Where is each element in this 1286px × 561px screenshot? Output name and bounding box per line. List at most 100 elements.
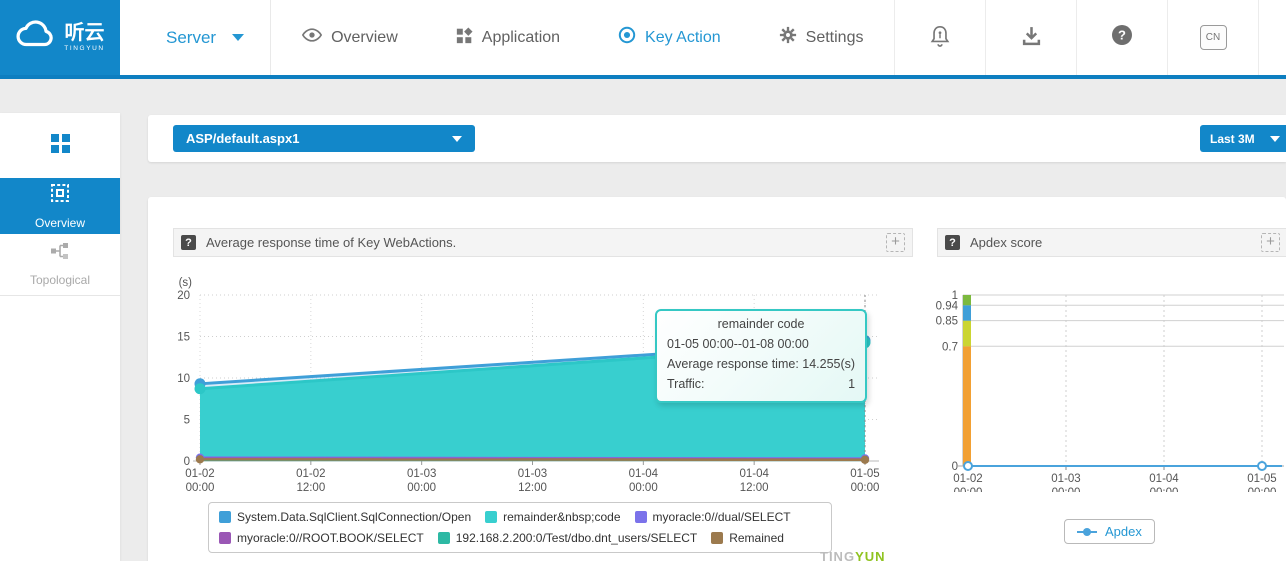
- nav-item-settings[interactable]: Settings: [750, 0, 893, 75]
- sidebar: Overview Topological: [0, 113, 120, 561]
- line-marker-icon: [1077, 527, 1097, 536]
- cloud-logo-icon: [15, 20, 57, 55]
- response-time-legend: System.Data.SqlClient.SqlConnection/Open…: [208, 502, 832, 553]
- eye-icon: [301, 28, 323, 47]
- legend-item[interactable]: System.Data.SqlClient.SqlConnection/Open: [219, 510, 471, 524]
- svg-text:12:00: 12:00: [518, 482, 547, 492]
- tooltip-traffic-label: Traffic:: [667, 377, 705, 391]
- help-icon: ?: [1111, 24, 1133, 51]
- svg-text:5: 5: [184, 415, 190, 427]
- toolbar: ? CN: [894, 0, 1286, 75]
- svg-text:00:00: 00:00: [186, 482, 215, 492]
- svg-text:0.85: 0.85: [936, 316, 958, 328]
- apdex-panel-header: ? Apdex score +: [937, 228, 1286, 257]
- main-nav: Overview Application Key Action Settings: [273, 0, 892, 75]
- brand-name-en: TINGYUN: [64, 44, 105, 52]
- svg-text:01-05: 01-05: [850, 468, 879, 480]
- nav-item-label: Settings: [805, 28, 864, 46]
- legend-item[interactable]: 192.168.2.200:0/Test/dbo.dnt_users/SELEC…: [437, 531, 697, 545]
- sidebar-item-apps[interactable]: [0, 113, 120, 178]
- tingyun-watermark: TINGYUN: [820, 549, 886, 561]
- sidebar-item-overview[interactable]: Overview: [0, 178, 120, 234]
- language-label: CN: [1205, 32, 1221, 43]
- alerts-button[interactable]: [894, 0, 985, 75]
- brand-name-cn: 听云: [64, 21, 105, 44]
- language-button[interactable]: CN: [1167, 0, 1258, 75]
- apdex-legend-label: Apdex: [1105, 524, 1142, 539]
- legend-item[interactable]: remainder&nbsp;code: [485, 510, 621, 524]
- svg-text:00:00: 00:00: [851, 482, 880, 492]
- brand-logo[interactable]: 听云 TINGYUN: [0, 0, 120, 75]
- nav-item-overview[interactable]: Overview: [273, 0, 427, 75]
- svg-text:20: 20: [177, 290, 190, 302]
- legend-swatch: [711, 532, 724, 544]
- product-select-label: Server: [166, 27, 217, 47]
- gear-icon: [779, 26, 797, 49]
- svg-text:00:00: 00:00: [1052, 487, 1081, 492]
- main-area: Overview Topological ASP/default.aspx1 L…: [0, 83, 1286, 561]
- legend-item[interactable]: Remained: [711, 531, 784, 545]
- legend-swatch: [437, 532, 450, 544]
- expand-button[interactable]: +: [1261, 233, 1280, 252]
- chevron-down-icon: [232, 34, 245, 41]
- legend-item[interactable]: myoracle:0//dual/SELECT: [634, 510, 791, 524]
- nav-item-label: Key Action: [645, 28, 721, 46]
- svg-text:10: 10: [177, 373, 190, 385]
- nav-item-application[interactable]: Application: [427, 0, 589, 75]
- svg-text:01-05: 01-05: [1247, 473, 1276, 485]
- expand-button[interactable]: +: [886, 233, 905, 252]
- grid-icon: [49, 132, 71, 159]
- svg-text:01-04: 01-04: [1149, 473, 1179, 485]
- svg-text:01-04: 01-04: [629, 468, 659, 480]
- svg-text:00:00: 00:00: [954, 487, 983, 492]
- svg-text:00:00: 00:00: [1248, 487, 1277, 492]
- svg-text:01-04: 01-04: [739, 468, 769, 480]
- top-nav: 听云 TINGYUN Server Overview Application: [0, 0, 1286, 79]
- svg-text:0.94: 0.94: [936, 300, 959, 312]
- svg-text:00:00: 00:00: [1150, 487, 1179, 492]
- product-select[interactable]: Server: [166, 0, 245, 75]
- legend-item[interactable]: myoracle:0//ROOT.BOOK/SELECT: [219, 531, 424, 545]
- svg-text:15: 15: [177, 332, 190, 344]
- webaction-select[interactable]: ASP/default.aspx1: [173, 125, 475, 152]
- svg-text:0: 0: [952, 461, 958, 473]
- svg-text:12:00: 12:00: [740, 482, 769, 492]
- tooltip-traffic: Traffic: 1: [667, 374, 855, 394]
- apdex-legend-button[interactable]: Apdex: [1064, 519, 1155, 544]
- nav-divider: [270, 0, 272, 75]
- time-range-value: Last 3M: [1210, 131, 1255, 146]
- tooltip-title: remainder code: [717, 317, 805, 331]
- help-badge-icon[interactable]: ?: [945, 235, 960, 250]
- help-badge-icon[interactable]: ?: [181, 235, 196, 250]
- chevron-down-icon: [452, 135, 462, 142]
- svg-text:?: ?: [1118, 28, 1126, 43]
- svg-text:12:00: 12:00: [296, 482, 325, 492]
- svg-text:00:00: 00:00: [629, 482, 658, 492]
- legend-swatch: [634, 511, 647, 523]
- download-button[interactable]: [985, 0, 1076, 75]
- svg-text:01-02: 01-02: [185, 468, 214, 480]
- svg-text:1: 1: [952, 290, 958, 302]
- response-time-panel-header: ? Average response time of Key WebAction…: [173, 228, 913, 257]
- legend-swatch: [219, 532, 231, 544]
- svg-text:(s): (s): [179, 277, 193, 289]
- tooltip-traffic-value: 1: [848, 377, 856, 391]
- download-icon: [1021, 25, 1042, 51]
- sidebar-item-topological[interactable]: Topological: [0, 234, 120, 296]
- webaction-select-value: ASP/default.aspx1: [186, 131, 300, 146]
- svg-text:00:00: 00:00: [407, 482, 436, 492]
- app-grid-icon: [456, 26, 473, 49]
- help-button[interactable]: ?: [1076, 0, 1167, 75]
- legend-label: myoracle:0//dual/SELECT: [652, 510, 791, 524]
- controls-bar: ASP/default.aspx1 Last 3M: [148, 115, 1286, 162]
- time-range-select[interactable]: Last 3M: [1200, 125, 1286, 152]
- nav-item-key-action[interactable]: Key Action: [589, 0, 750, 75]
- legend-swatch: [219, 511, 231, 523]
- watermark-part1: TING: [820, 549, 856, 561]
- chevron-down-icon: [1270, 135, 1280, 142]
- svg-text:01-02: 01-02: [953, 473, 982, 485]
- apdex-chart: 0 0.7 0.85 0.941 01-02 00:00 01-03 00:00 01-04 00…: [936, 290, 1284, 492]
- bell-icon: [929, 23, 951, 53]
- topology-icon: [50, 242, 70, 265]
